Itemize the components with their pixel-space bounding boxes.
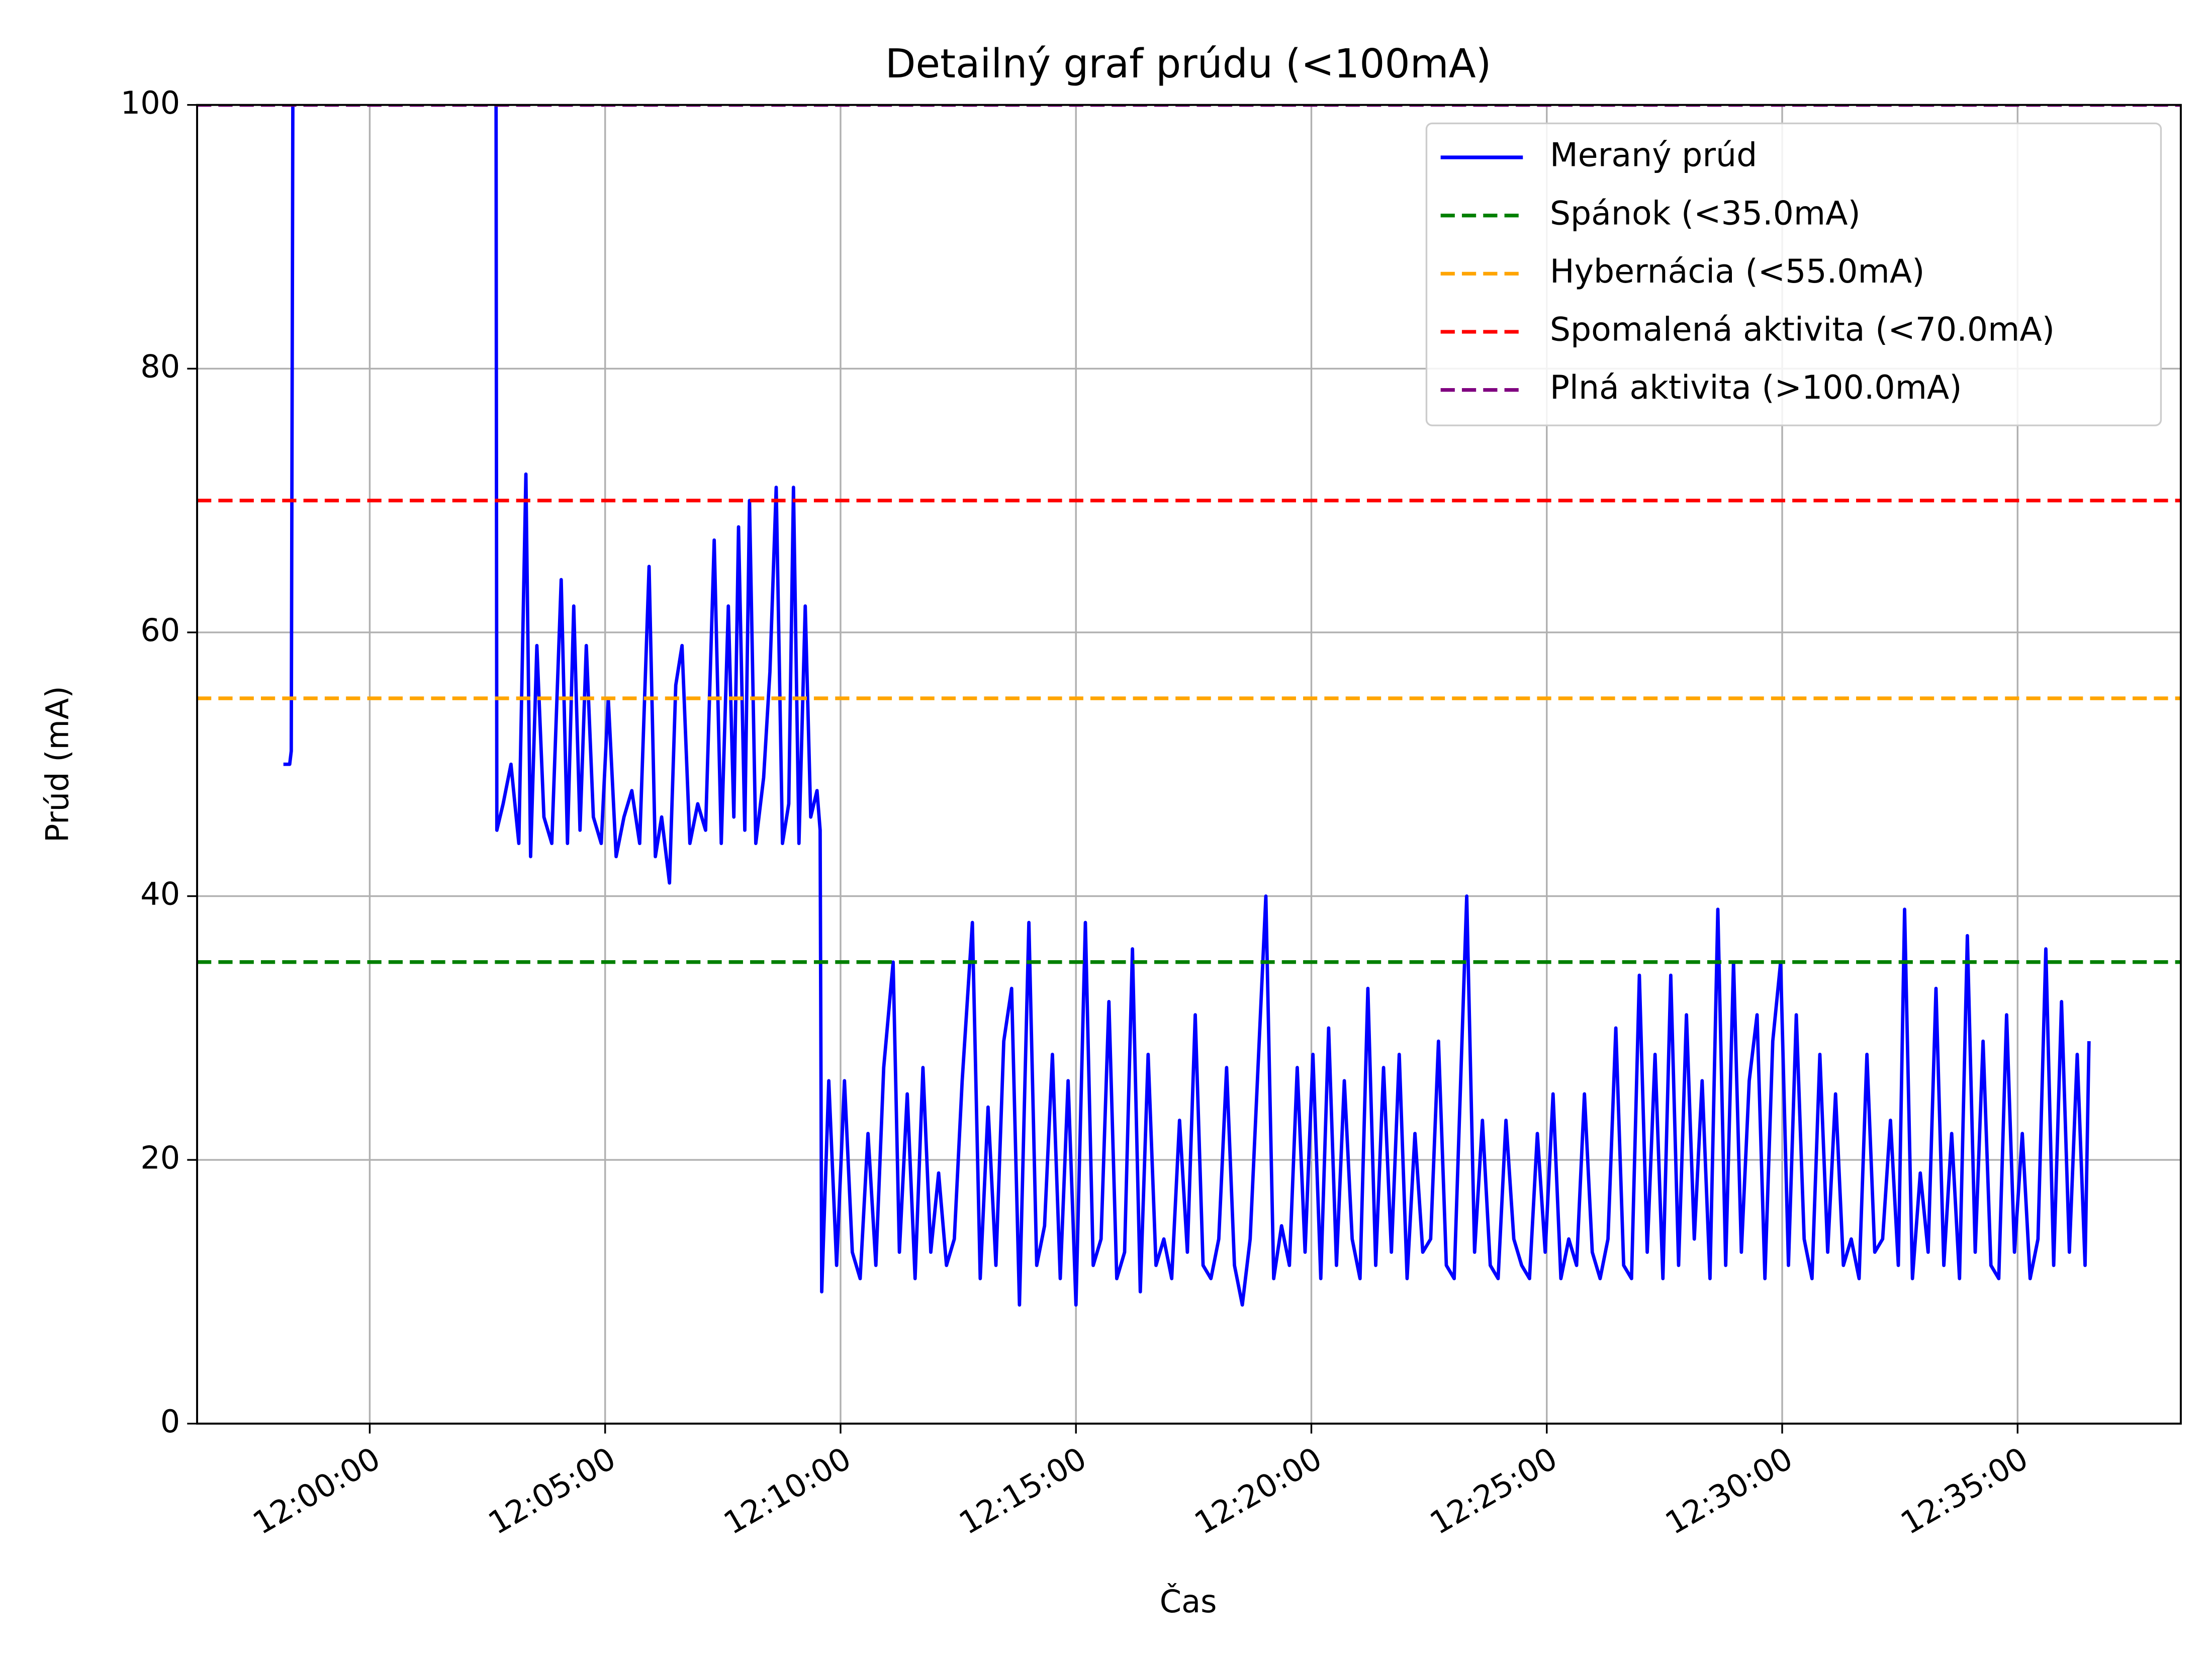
legend-box bbox=[1425, 122, 2162, 426]
x-tick-label: 12:15:00 bbox=[953, 1440, 1092, 1542]
legend-label: Plná aktivita (>100.0mA) bbox=[1550, 369, 1962, 407]
plot-frame bbox=[196, 104, 2182, 1425]
x-tick-label: 12:25:00 bbox=[1424, 1440, 1563, 1542]
x-tick-label: 12:30:00 bbox=[1659, 1440, 1799, 1542]
x-tick-label: 12:00:00 bbox=[247, 1440, 387, 1542]
x-tick-label: 12:20:00 bbox=[1188, 1440, 1328, 1542]
y-axis-label: Prúd (mA) bbox=[39, 686, 76, 843]
x-axis-label: Čas bbox=[1160, 1583, 1217, 1620]
plot-area bbox=[197, 105, 2181, 1307]
y-tick-label: 0 bbox=[160, 1403, 180, 1440]
legend-label: Hybernácia (<55.0mA) bbox=[1550, 253, 1925, 291]
y-tick-label: 60 bbox=[140, 612, 180, 649]
x-tick-label: 12:10:00 bbox=[717, 1440, 857, 1542]
legend-label: Meraný prúd bbox=[1550, 137, 1758, 174]
legend-label: Spomalená aktivita (<70.0mA) bbox=[1550, 311, 2055, 349]
y-tick-label: 40 bbox=[140, 876, 180, 912]
y-tick-label: 20 bbox=[140, 1139, 180, 1176]
legend-label: Spánok (<35.0mA) bbox=[1550, 195, 1861, 232]
x-tick-label: 12:05:00 bbox=[482, 1440, 622, 1542]
data-line bbox=[283, 105, 2091, 1307]
y-tick-label: 80 bbox=[140, 348, 180, 385]
x-tick-label: 12:35:00 bbox=[1894, 1440, 2034, 1542]
chart-title: Detailný graf prúdu (<100mA) bbox=[885, 41, 1492, 87]
y-tick-label: 100 bbox=[121, 84, 180, 121]
